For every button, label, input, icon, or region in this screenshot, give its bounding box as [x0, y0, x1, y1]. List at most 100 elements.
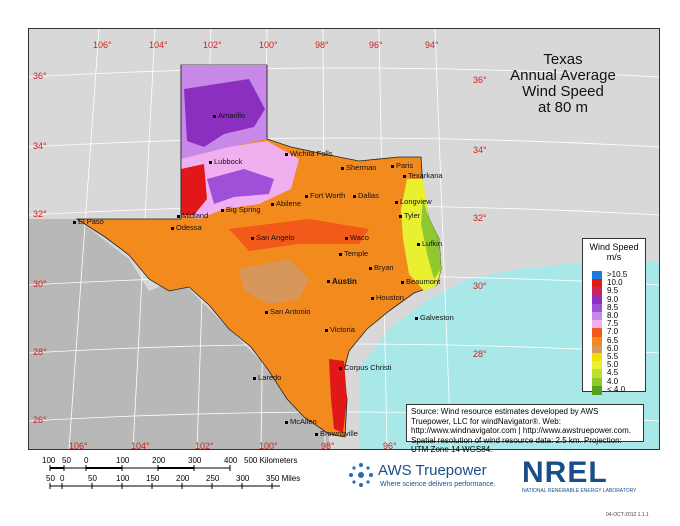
city-label: Paris	[391, 161, 413, 170]
lat-label-right: 32°	[473, 213, 487, 223]
legend-swatch	[592, 344, 602, 354]
wind-map	[29, 29, 659, 449]
city-label: Laredo	[253, 373, 281, 382]
legend-swatch	[592, 303, 602, 313]
legend-label: 6.0	[607, 343, 619, 353]
city-label: Bryan	[369, 263, 394, 272]
gulf-coast-red	[329, 359, 347, 433]
lat-label-right: 28°	[473, 349, 487, 359]
city-label: Texarkana	[403, 171, 443, 180]
city-label: Victoria	[325, 325, 355, 334]
city-label: McAllen	[285, 417, 317, 426]
lon-label-bottom: 102°	[195, 441, 214, 450]
legend-label: 5.5	[607, 352, 619, 361]
lon-label-top: 102°	[203, 40, 222, 50]
scale-km-label: 100	[42, 456, 56, 465]
city-label: Wichita Falls	[285, 149, 333, 158]
legend-unit: m/s	[606, 252, 622, 262]
legend-swatch	[592, 287, 602, 297]
scale-km-label: 400	[224, 456, 238, 465]
city-label: Corpus Christi	[339, 363, 392, 372]
lat-label-left: 32°	[33, 209, 47, 219]
aws-truepower-logo: AWS Truepower Where science delivers per…	[346, 458, 516, 494]
legend-swatch	[592, 369, 602, 379]
nrel-subtitle: NATIONAL RENEWABLE ENERGY LABORATORY	[522, 488, 637, 494]
city-label: Lubbock	[209, 157, 242, 166]
title-line: Wind Speed	[522, 83, 604, 100]
lat-label-left: 26°	[33, 415, 47, 425]
aws-sunburst-icon	[349, 463, 373, 487]
legend-label: 7.5	[607, 319, 619, 329]
map-frame: 106° 104° 102° 100° 98° 96° 94° 106° 104…	[28, 28, 660, 450]
scale-bar-graphic	[49, 465, 280, 489]
lat-label-right: 36°	[473, 75, 487, 85]
legend-label: 7.0	[607, 327, 619, 337]
nrel-logo-text: NREL	[522, 456, 608, 489]
city-label: Galveston	[415, 313, 454, 322]
lon-label-top: 106°	[93, 40, 112, 50]
city-label: Beaumont	[401, 277, 440, 286]
legend-label: 10.0	[607, 278, 623, 288]
legend-swatch	[592, 320, 602, 330]
scale-km-label: 500 Kilometers	[244, 456, 298, 465]
lon-label-top: 96°	[369, 40, 383, 50]
caprock-red	[181, 164, 207, 215]
central-red	[229, 219, 369, 251]
nrel-logo: NREL NATIONAL RENEWABLE ENERGY LABORATOR…	[520, 456, 660, 496]
title-line: at 80 m	[537, 99, 589, 116]
lon-label-bottom: 96°	[383, 441, 397, 450]
city-label: Fort Worth	[305, 191, 345, 200]
legend-label: 8.5	[607, 302, 619, 312]
footnote: 04-OCT-2012 1.1.1	[606, 512, 649, 518]
legend-label: 4.5	[607, 368, 619, 378]
scale-mi-label: 200	[176, 474, 190, 483]
city-label: Sherman	[341, 163, 376, 172]
city-label: San Angelo	[251, 233, 294, 242]
scale-mi-label: 50	[46, 474, 55, 483]
scale-km-label: 300	[188, 456, 202, 465]
scale-km-label: 0	[84, 456, 89, 465]
legend-swatch	[592, 361, 602, 371]
lat-label-left: 30°	[33, 279, 47, 289]
city-label: Dallas	[353, 191, 379, 200]
lon-label-bottom: 106°	[69, 441, 88, 450]
city-label: Big Spring	[221, 205, 261, 214]
lon-label-bottom: 98°	[321, 441, 335, 450]
scale-km-label: 100	[116, 456, 130, 465]
lat-label-left: 34°	[33, 141, 47, 151]
legend-swatch	[592, 312, 602, 321]
city-label: Houston	[371, 293, 404, 302]
legend-label: < 4.0	[607, 384, 626, 394]
aws-logo-text: AWS Truepower	[378, 462, 487, 479]
city-label: Temple	[339, 249, 368, 258]
lon-label-top: 94°	[425, 40, 439, 50]
purple-bands	[207, 169, 274, 204]
lat-label-right: 30°	[473, 281, 487, 291]
scale-mi-label: 0	[60, 474, 65, 483]
scale-mi-label: 300	[236, 474, 250, 483]
scale-km-label: 50	[62, 456, 71, 465]
legend-label: 5.0	[607, 360, 619, 370]
city-label: Abilene	[271, 199, 301, 208]
legend-label: 9.5	[607, 286, 619, 296]
legend-swatch	[592, 328, 602, 338]
city-label: Longview	[395, 197, 432, 206]
legend-swatch	[592, 336, 602, 346]
city-label: San Antonio	[265, 307, 310, 316]
city-label: Odessa	[171, 223, 202, 232]
hill-country-brown	[239, 259, 309, 304]
scale-mi-label: 50	[88, 474, 97, 483]
city-label: Waco	[345, 233, 369, 242]
lat-label-left: 28°	[33, 347, 47, 357]
city-label: Midland	[177, 211, 208, 220]
legend-label: 8.0	[607, 311, 619, 320]
lat-label-right: 34°	[473, 145, 487, 155]
legend-swatch	[592, 295, 602, 305]
legend-label: 6.5	[607, 335, 619, 345]
scale-km-label: 200	[152, 456, 166, 465]
legend-swatch	[592, 271, 602, 280]
scale-mi-label: 100	[116, 474, 130, 483]
wind-speed-legend: Wind Speed m/s >10.5 10.0 9.5 9.0 8.5 8.0 7.5 7…	[582, 238, 646, 395]
mexico-region	[29, 219, 329, 449]
map-title: Texas Annual Average Wind Speed at 80 m	[488, 52, 638, 116]
